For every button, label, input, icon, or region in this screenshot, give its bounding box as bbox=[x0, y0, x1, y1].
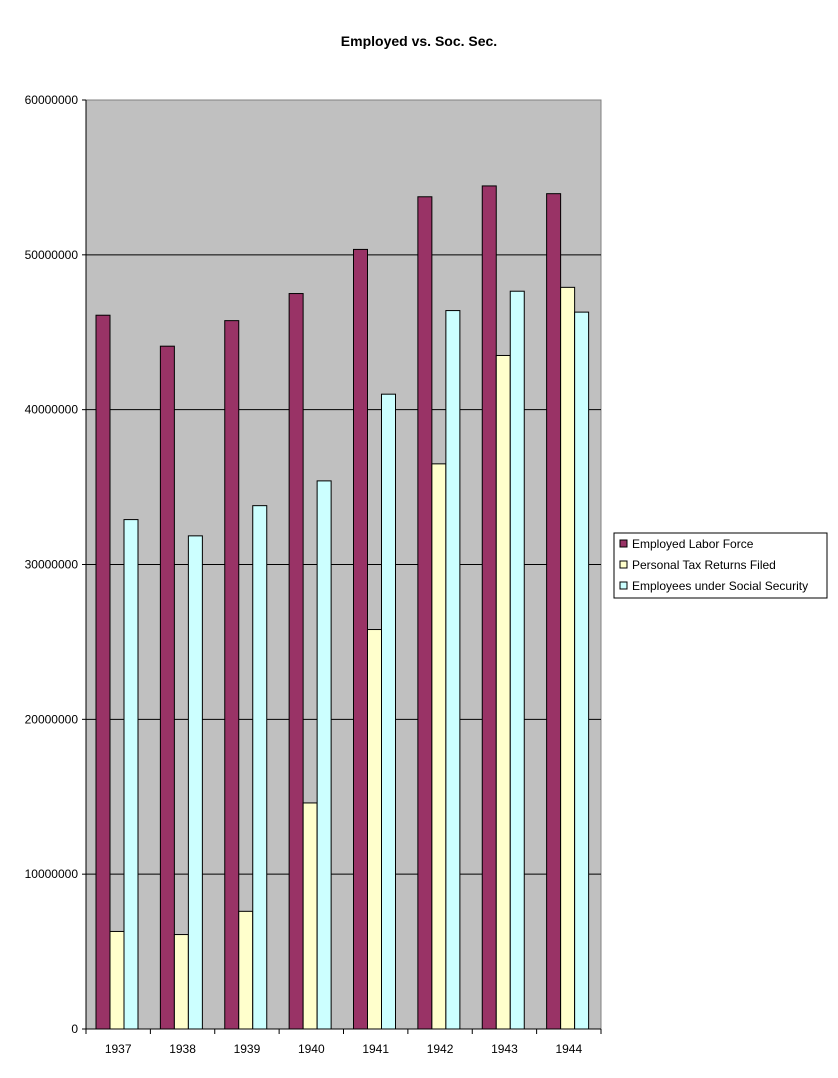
x-tick-label: 1938 bbox=[169, 1042, 196, 1056]
legend: Employed Labor Force Personal Tax Returns… bbox=[613, 532, 828, 599]
bar-employed-labor-force-1941 bbox=[353, 248, 368, 1030]
legend-box bbox=[613, 532, 828, 599]
bar-personal-tax-returns-filed-1941 bbox=[367, 629, 382, 1030]
bar-personal-tax-returns-filed-1943 bbox=[495, 354, 511, 1030]
y-tick-label: 20000000 bbox=[25, 712, 79, 726]
y-tick-label: 10000000 bbox=[25, 867, 79, 881]
bar-employees-under-social-security-1943 bbox=[509, 290, 525, 1030]
legend-swatch bbox=[619, 539, 628, 548]
bar-employed-labor-force-1942 bbox=[417, 196, 433, 1030]
y-tick-label: 30000000 bbox=[25, 558, 79, 572]
bar-employees-under-social-security-1942 bbox=[445, 310, 461, 1030]
legend-swatch bbox=[619, 581, 628, 590]
bar-employees-under-social-security-1941 bbox=[381, 393, 396, 1030]
y-tick-label: 0 bbox=[71, 1022, 78, 1036]
bar-employees-under-social-security-1939 bbox=[252, 505, 268, 1030]
bar-employed-labor-force-1944 bbox=[546, 193, 562, 1030]
x-tick-label: 1937 bbox=[105, 1042, 132, 1056]
bar-personal-tax-returns-filed-1942 bbox=[431, 463, 447, 1030]
x-tick-label: 1940 bbox=[298, 1042, 325, 1056]
bar-employed-labor-force-1940 bbox=[288, 293, 304, 1030]
x-tick-label: 1943 bbox=[491, 1042, 518, 1056]
bar-employed-labor-force-1937 bbox=[95, 314, 111, 1030]
axes: 0 10000000 20000000 30000000 40000000 5000000… bbox=[25, 93, 602, 1056]
x-tick-label: 1944 bbox=[555, 1042, 582, 1056]
legend-label: Employees under Social Security bbox=[632, 579, 808, 593]
legend-label: Employed Labor Force bbox=[632, 537, 754, 551]
x-tick-label: 1941 bbox=[362, 1042, 389, 1056]
legend-swatch bbox=[619, 560, 628, 569]
bar-employees-under-social-security-1944 bbox=[574, 311, 590, 1030]
y-tick-label: 60000000 bbox=[25, 93, 79, 107]
x-tick-label: 1942 bbox=[427, 1042, 454, 1056]
y-tick-label: 50000000 bbox=[25, 248, 79, 262]
bar-employed-labor-force-1938 bbox=[159, 345, 175, 1030]
bar-personal-tax-returns-filed-1944 bbox=[560, 286, 576, 1030]
bar-personal-tax-returns-filed-1939 bbox=[238, 910, 254, 1030]
bar-employees-under-social-security-1940 bbox=[316, 480, 332, 1030]
x-tick-label: 1939 bbox=[234, 1042, 261, 1056]
y-tick-label: 40000000 bbox=[25, 403, 79, 417]
bar-employed-labor-force-1939 bbox=[224, 320, 240, 1030]
chart-title: Employed vs. Soc. Sec. bbox=[340, 33, 498, 49]
bar-employees-under-social-security-1938 bbox=[187, 535, 203, 1030]
bar-personal-tax-returns-filed-1937 bbox=[109, 930, 125, 1030]
bar-personal-tax-returns-filed-1938 bbox=[173, 934, 189, 1030]
legend-label: Personal Tax Returns Filed bbox=[632, 558, 776, 572]
bar-personal-tax-returns-filed-1940 bbox=[302, 802, 318, 1030]
bar-employees-under-social-security-1937 bbox=[123, 519, 139, 1030]
bars bbox=[95, 185, 590, 1030]
bar-employed-labor-force-1943 bbox=[481, 185, 497, 1030]
